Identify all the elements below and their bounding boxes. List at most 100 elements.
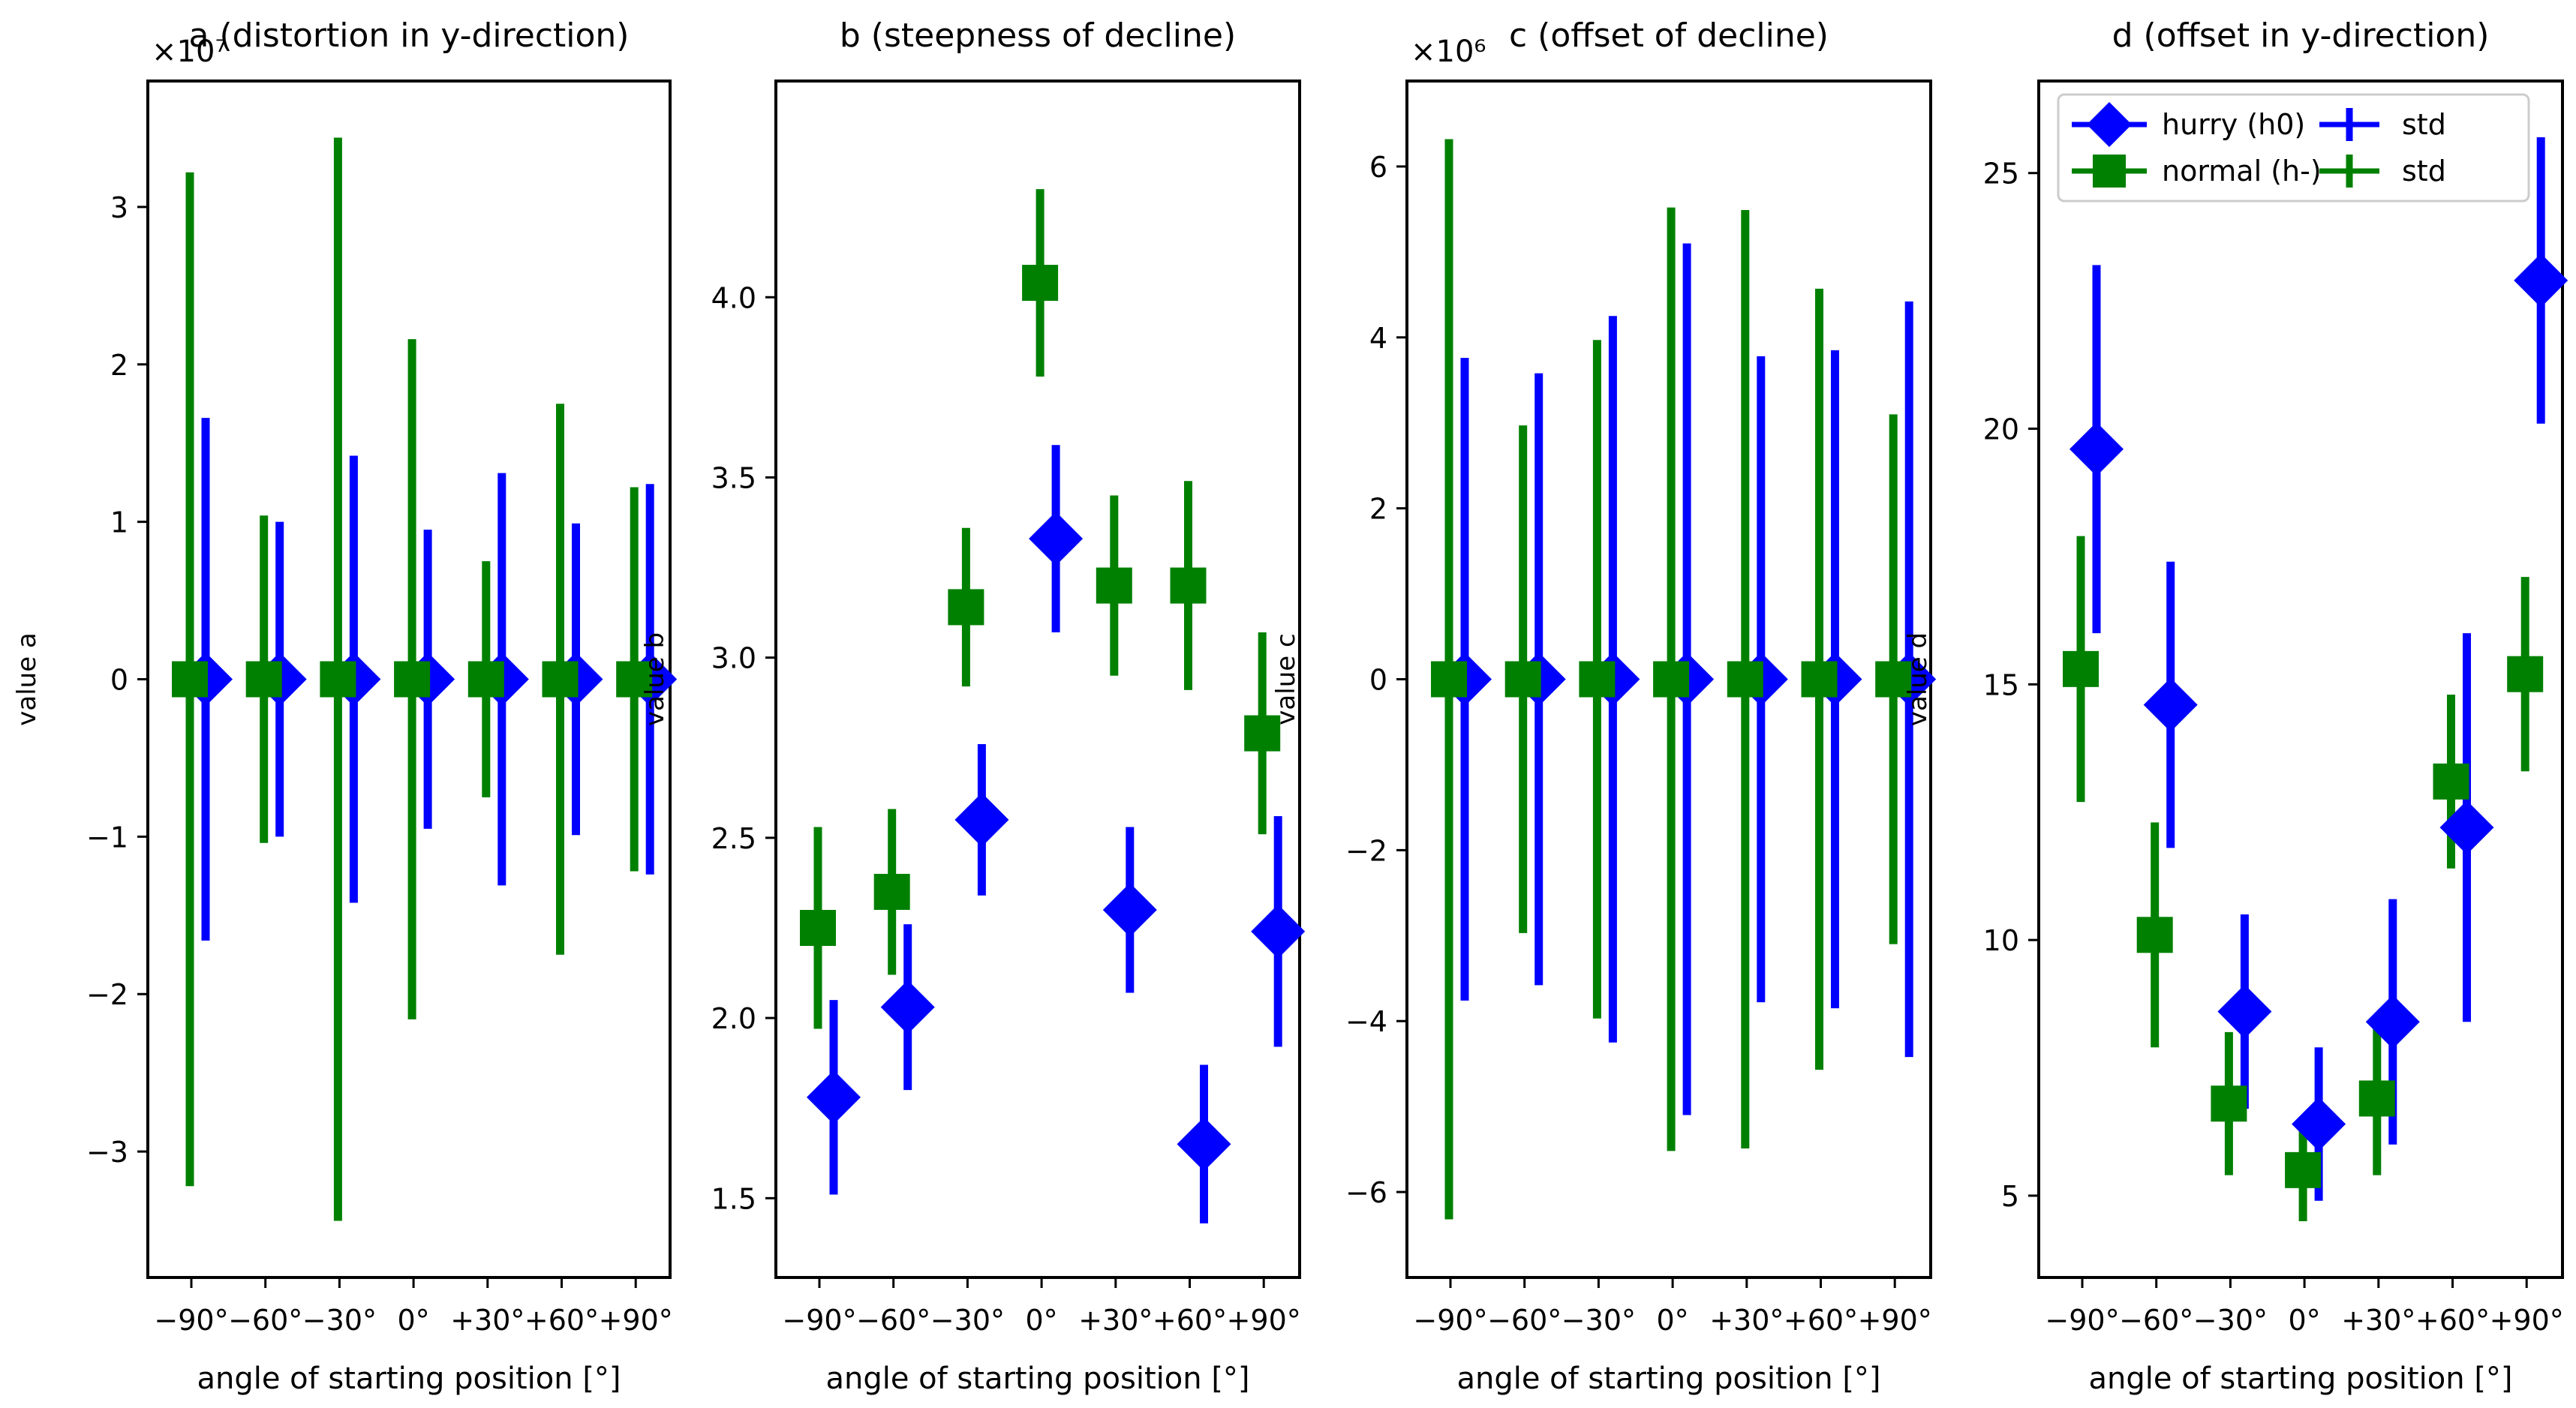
y-tick-label: −2 [1345,834,1387,867]
legend: hurry (h0) normal (h-) std std [2057,93,2530,203]
x-tick-label: +90° [1858,1304,1932,1337]
y-tick-label: 2.5 [711,822,756,855]
normal-marker [320,661,356,698]
y-tick-label: 1 [110,506,128,539]
normal-marker [2211,1085,2247,1122]
x-tick-label: −60° [2119,1304,2193,1337]
y-tick-label: 20 [1983,413,2019,446]
y-axis-label: value b [640,632,670,726]
normal-marker [1801,661,1838,698]
x-tick-label: +30° [450,1304,525,1337]
normal-marker [1096,567,1132,604]
x-axis-label: angle of starting position [°] [825,1361,1249,1396]
normal-marker [2358,1080,2395,1117]
normal-marker [172,661,208,698]
y-tick-label: 10 [1983,924,2019,957]
x-tick-label: −60° [1487,1304,1562,1337]
normal-marker [542,661,579,698]
hurry-marker [2365,995,2420,1049]
normal-marker [245,661,282,698]
legend-box [2057,93,2530,203]
x-tick-label: −90° [782,1304,856,1337]
normal-marker [1431,661,1467,698]
legend-label: std [2402,108,2446,141]
x-tick-label: +60° [1784,1304,1858,1337]
normal-marker [1170,567,1207,604]
y-tick-label: 2 [110,349,128,382]
normal-marker [2507,656,2544,692]
x-tick-label: 0° [2289,1304,2321,1337]
normal-marker [2285,1151,2322,1188]
x-tick-label: −30° [2193,1304,2268,1337]
normal-marker [1244,715,1281,752]
y-axis-label: value c [1271,633,1301,725]
x-tick-label: +30° [2341,1304,2415,1337]
x-tick-label: +90° [1227,1304,1301,1337]
y-tick-label: 5 [2001,1180,2019,1213]
x-tick-label: +90° [2490,1304,2564,1337]
normal-marker [2136,917,2173,953]
x-tick-label: −90° [154,1304,228,1337]
hurry-marker [2217,984,2272,1039]
y-tick-label: 4.0 [711,281,756,314]
hurry-marker [1029,512,1084,566]
chart-title: d (offset in y-direction) [2112,17,2490,55]
hurry-marker [2439,800,2494,855]
normal-marker [800,909,836,946]
plot-frame [2037,80,2564,1279]
y-tick-label: 25 [1983,158,2019,191]
plot-frame [774,80,1301,1279]
normal-marker [1579,661,1616,698]
y-tick-label: −3 [86,1136,128,1169]
y-tick-label: 3.0 [711,642,756,675]
y-tick-label: 0 [1369,664,1387,697]
normal-marker [2063,650,2099,687]
x-axis-label: angle of starting position [°] [2088,1361,2512,1396]
x-tick-label: −60° [228,1304,302,1337]
hurry-marker [954,792,1009,847]
hurry-marker [1177,1117,1231,1172]
normal-marker [873,873,910,910]
x-tick-label: −30° [930,1304,1005,1337]
x-tick-label: −30° [1562,1304,1636,1337]
x-axis-label: angle of starting position [°] [197,1361,621,1396]
axis-scale-label: ×10⁷ [152,35,227,69]
y-axis-label: value a [12,632,42,726]
chart-title: b (steepness of decline) [840,17,1236,55]
x-tick-label: −30° [302,1304,377,1337]
y-tick-label: −4 [1345,1005,1387,1038]
normal-marker [1653,661,1690,698]
chart-title: c (offset of decline) [1509,17,1829,55]
axis-scale-label: ×10⁶ [1411,35,1486,69]
normal-marker [394,661,431,698]
normal-marker [1727,661,1763,698]
normal-marker [1875,661,1912,698]
x-tick-label: 0° [1026,1304,1058,1337]
y-tick-label: 4 [1369,322,1387,355]
normal-marker [1504,661,1541,698]
x-tick-label: +60° [1153,1304,1227,1337]
x-tick-label: −90° [2045,1304,2119,1337]
normal-marker [2433,763,2469,800]
y-tick-label: 2 [1369,493,1387,526]
x-tick-label: −60° [856,1304,930,1337]
legend-label: hurry (h0) [2162,108,2305,141]
hurry-marker [1251,904,1306,959]
y-tick-label: 1.5 [711,1182,756,1215]
x-tick-label: +30° [1078,1304,1153,1337]
hurry-marker [2514,253,2568,308]
y-tick-label: −1 [86,821,128,854]
y-axis-label: value d [1903,632,1933,726]
x-tick-label: +90° [599,1304,673,1337]
x-tick-label: 0° [398,1304,430,1337]
panel-d: d (offset in y-direction) 5 10 15 20 25 −90° −6… [1903,17,2568,1396]
x-tick-label: +60° [525,1304,599,1337]
hurry-marker [2070,422,2124,476]
x-tick-label: +60° [2415,1304,2490,1337]
y-tick-label: 15 [1983,668,2019,701]
hurry-marker [2292,1097,2346,1151]
legend-square-marker [2093,155,2126,188]
hurry-marker [1102,882,1157,937]
